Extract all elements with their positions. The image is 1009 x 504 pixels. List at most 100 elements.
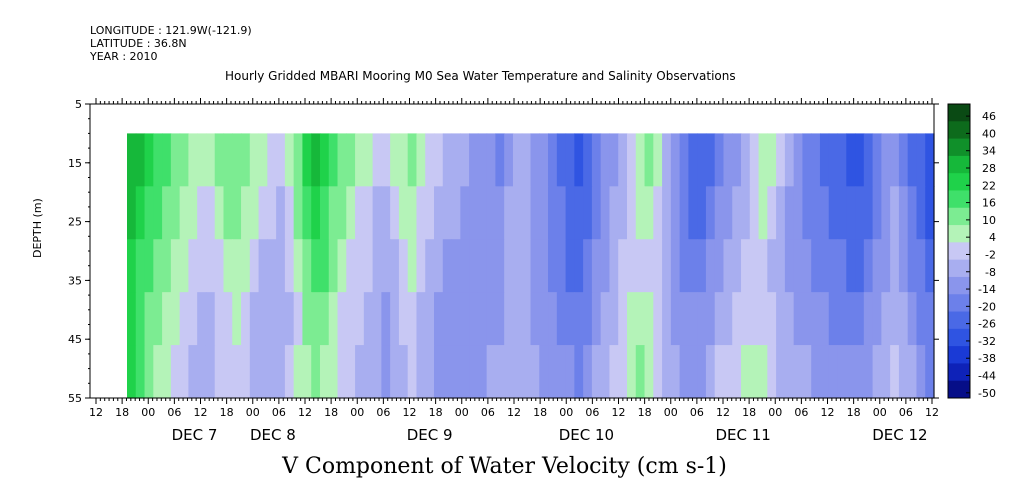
heatmap-cell [530,133,540,187]
heatmap-cell [434,186,444,240]
x-tick-label: 12 [403,406,417,419]
colorbar-swatch [948,242,970,261]
heatmap-cell [258,133,268,187]
x-tick-label: 18 [742,406,756,419]
heatmap-cell [828,292,839,346]
heatmap-cell [407,186,418,240]
heatmap-cell [530,239,540,293]
heatmap-cell [407,133,418,187]
heatmap-cell [907,292,918,346]
x-tick-label: 00 [455,406,469,419]
heatmap-cell [907,133,918,187]
heatmap-cell [591,133,602,187]
heatmap-cell [539,292,549,346]
y-tick-label: 45 [68,333,82,346]
heatmap-cell [565,292,575,346]
heatmap-cell [846,133,856,187]
heatmap-cell [135,345,146,399]
heatmap-cell [372,239,382,293]
heatmap-cell [276,186,286,240]
heatmap-cell [504,133,514,187]
heatmap-cell [293,239,304,293]
heatmap-cell [249,186,260,240]
heatmap-cell [372,345,382,399]
y-axis: 5 15 25 35 45 55 [68,98,939,405]
heatmap-cell [679,345,689,399]
heatmap-cell [162,133,172,187]
colorbar-swatch [948,173,970,191]
colorbar-label: 16 [982,197,996,210]
heatmap-cell [644,186,654,240]
heatmap-cell [477,239,488,293]
heatmap-cell [460,133,470,187]
heatmap-cell [784,186,795,240]
heatmap-cell [469,239,479,293]
heatmap-cell [135,133,146,187]
x-date-label: DEC 8 [250,426,296,444]
heatmap-cell [591,186,602,240]
heatmap-cell [355,133,365,187]
heatmap-cell [556,133,567,187]
x-tick-label: 00 [141,406,155,419]
heatmap-cell [328,239,339,293]
heatmap-cell [723,239,733,293]
heatmap-cell [644,133,654,187]
heatmap-cell [784,345,795,399]
colorbar-swatch [948,121,970,140]
heatmap-cell [705,186,716,240]
heatmap-cell [460,345,470,399]
heatmap-cell [653,133,663,187]
heatmap-cell [872,186,882,240]
heatmap-cell [767,186,777,240]
heatmap-cell [381,345,391,399]
heatmap-cell [811,133,821,187]
heatmap-cell [714,239,725,293]
heatmap-cell [337,345,347,399]
heatmap-cell [127,239,137,293]
heatmap-cell [758,186,768,240]
heatmap-cell [460,292,470,346]
heatmap-cell [846,186,856,240]
x-tick-label: 06 [899,406,913,419]
heatmap-cell [662,133,672,187]
heatmap-cell [697,133,707,187]
heatmap-cell [890,292,900,346]
heatmap-cell [609,133,619,187]
heatmap-cell [916,292,926,346]
heatmap-cell [144,186,154,240]
colorbar-label: -20 [978,300,996,313]
heatmap-cell [890,133,900,187]
colorbar-label: -38 [978,352,996,365]
heatmap-cell [670,239,681,293]
heatmap-cell [767,239,777,293]
x-tick-label: 12 [821,406,835,419]
heatmap-cell [556,239,567,293]
heatmap-cell [416,186,426,240]
x-tick-label: 18 [533,406,547,419]
heatmap-cell [153,345,163,399]
heatmap-cell [574,133,584,187]
colorbar-swatch [948,328,970,347]
heatmap-cell [477,345,488,399]
heatmap-cell [346,133,356,187]
heatmap-cell [732,292,742,346]
heatmap-cell [811,186,821,240]
heatmap-cell [293,345,304,399]
colorbar-label: -50 [978,387,996,400]
heatmap-cell [477,133,488,187]
heatmap-cell [539,239,549,293]
heatmap-cell [249,292,260,346]
heatmap-cell [153,239,163,293]
heatmap-cell [530,186,540,240]
heatmap-cell [688,239,698,293]
heatmap-cell [390,133,400,187]
heatmap-cell [837,186,847,240]
heatmap-cell [828,186,839,240]
colorbar-swatch [948,225,970,243]
heatmap-cell [705,133,716,187]
heatmap-cell [898,239,909,293]
colorbar-label: -26 [978,318,996,331]
heatmap-cell [355,345,365,399]
heatmap-cell [802,186,812,240]
x-tick-label: 00 [873,406,887,419]
